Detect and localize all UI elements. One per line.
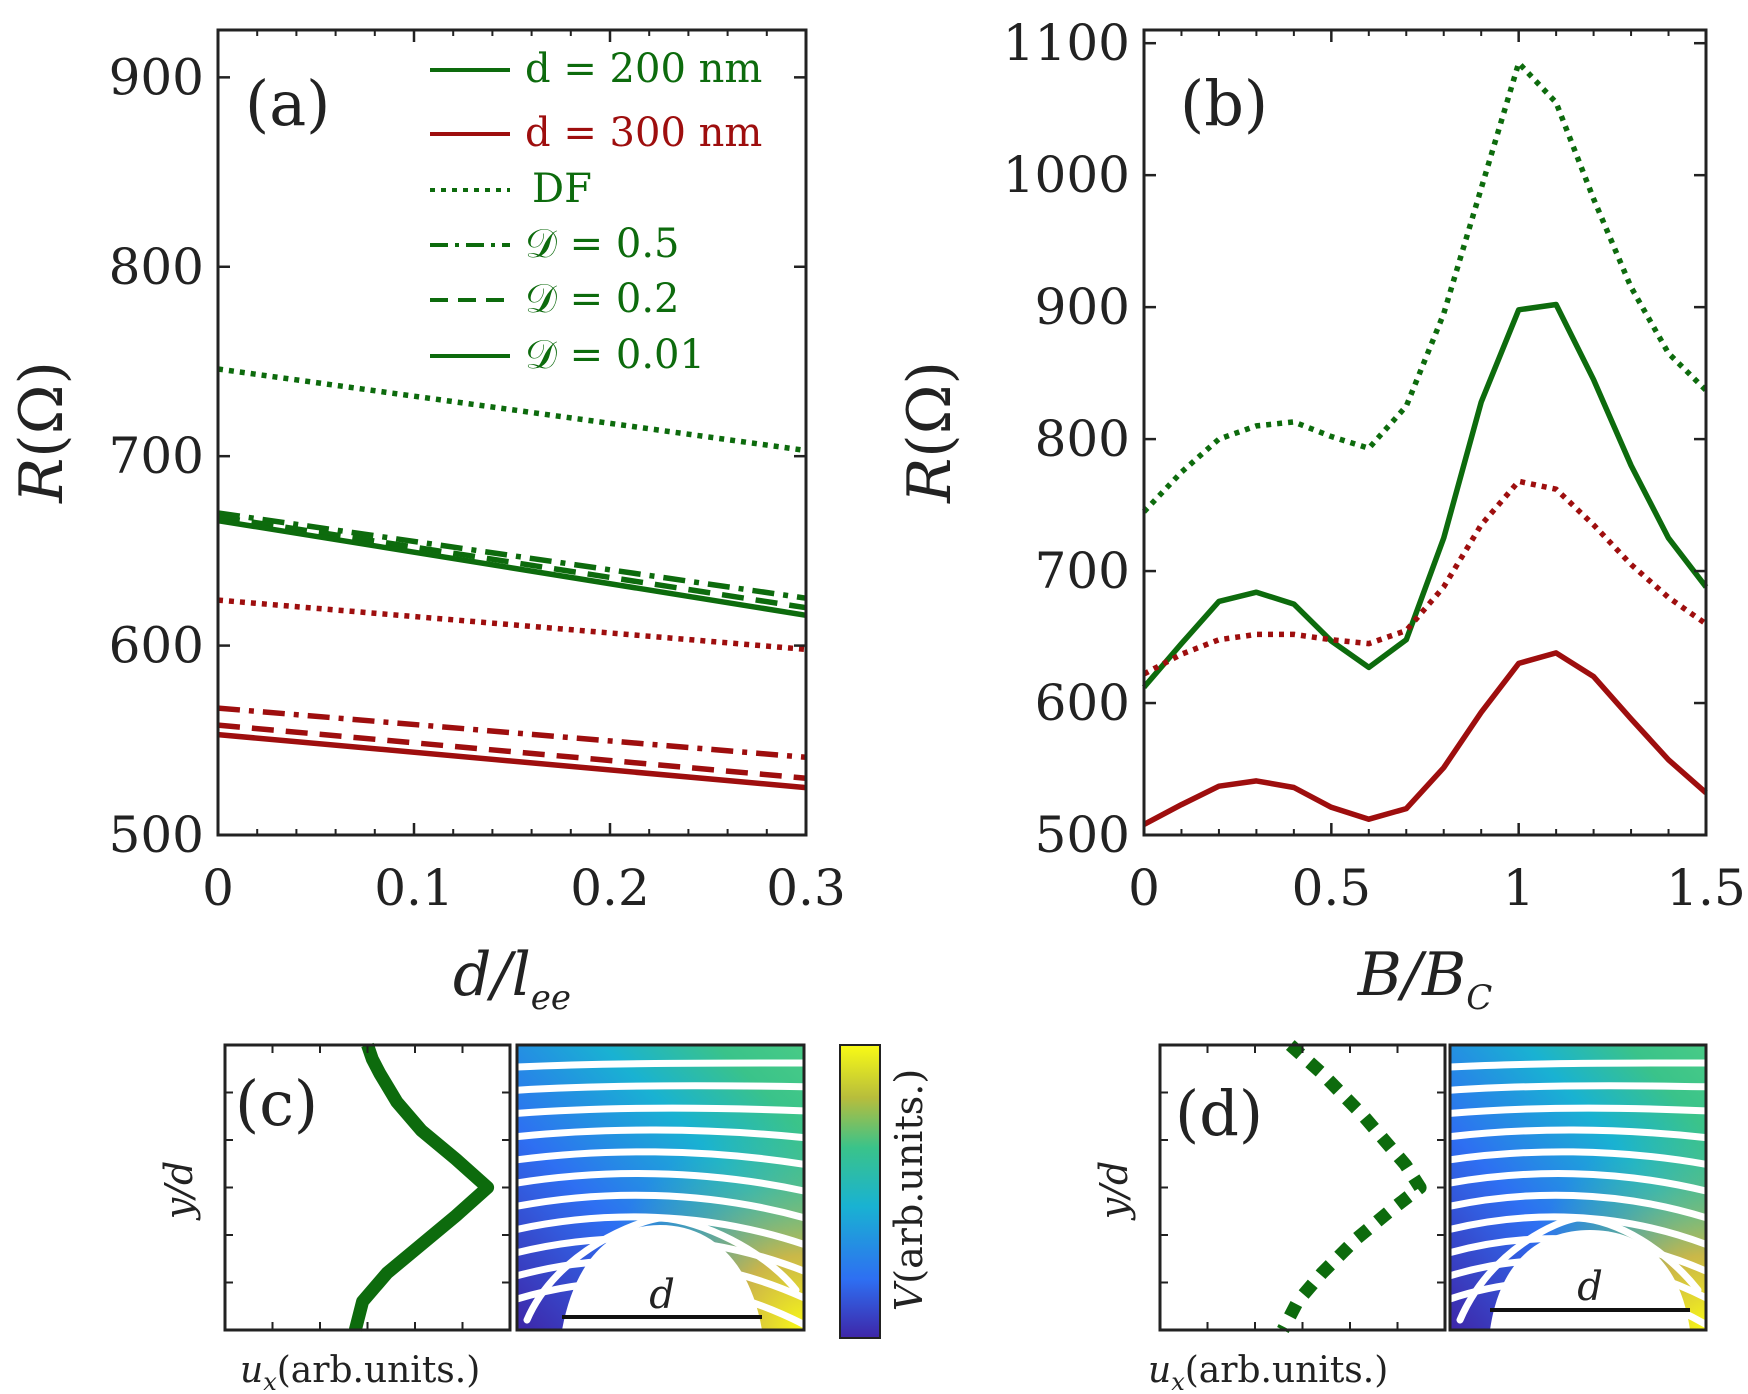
panel-a-series-6	[217, 722, 807, 781]
panel-a-tick-labels: 0 0.1 0.2 0.3 500 600 700 800 900	[109, 48, 846, 917]
panel-b-series-0	[1142, 60, 1708, 514]
panel-b-xlabel: B/BC	[1357, 940, 1492, 1018]
panel-a-xtick-label: 0.1	[374, 859, 454, 917]
panel-d-ylabel: y/d	[1092, 1161, 1136, 1222]
panel-c-streamline-obstacle	[523, 1214, 800, 1324]
panel-b-ytick-label: 900	[1035, 278, 1130, 336]
panel-b-ytick-label: 800	[1035, 410, 1130, 468]
panel-c-xlabel: ux(arb.units.)	[240, 1350, 480, 1394]
panel-b-xtick-label: 0.5	[1292, 859, 1372, 917]
panel-a-series-2	[217, 514, 807, 611]
panel-a-ytick-label: 600	[109, 617, 204, 675]
panel-d-profile-line	[1277, 1040, 1427, 1333]
legend-label-d200: d = 200 nm	[525, 46, 762, 92]
panel-b-ytick-label: 500	[1035, 806, 1130, 864]
panel-d-streamline	[1446, 1191, 1710, 1222]
panel-a-frame	[216, 28, 808, 837]
panel-a: 0 0.1 0.2 0.3 500 600 700 800 900 (a) R(Ω) d/lee…	[7, 28, 846, 1018]
panel-a-xtick-label: 0.2	[570, 859, 650, 917]
panel-b-ytick-label: 1000	[1003, 146, 1130, 204]
panel-c-profile	[349, 1042, 495, 1332]
panel-c-label: (c)	[235, 1067, 318, 1140]
panel-c-scale-label: d	[649, 1272, 675, 1318]
panel-a-series	[217, 366, 807, 791]
panel-d-obstacle	[1490, 1230, 1690, 1330]
panel-c-streamline	[513, 1170, 808, 1195]
panel-b: 0 0.5 1 1.5 500 600 700 800 900 1000 1100 (b) R(Ω)…	[895, 14, 1746, 1018]
panel-d: (d) y/d ux(arb.units.) d	[1092, 1040, 1710, 1394]
panel-d-streamline	[1446, 1126, 1710, 1142]
legend-label-D05: 𝒟 = 0.5	[525, 221, 679, 267]
panel-a-series-3	[217, 517, 807, 619]
panel-d-profile-frame	[1158, 1043, 1447, 1332]
panel-d-label: (d)	[1175, 1077, 1263, 1150]
panel-a-ylabel: R(Ω)	[7, 361, 77, 504]
colorbar-label: V(arb.units.)	[887, 1069, 931, 1311]
panel-b-ytick-label: 1100	[1003, 14, 1130, 72]
panel-c-streamline	[513, 1104, 808, 1117]
panel-a-label: (a)	[245, 67, 330, 140]
panel-a-series-1	[217, 510, 807, 601]
legend: d = 200 nm d = 300 nm DF 𝒟 = 0.5 𝒟 = 0.2…	[430, 46, 762, 378]
panel-b-tick-labels: 0 0.5 1 1.5 500 600 700 800 900 1000 1100	[1003, 14, 1746, 917]
panel-a-xtick-label: 0	[202, 859, 234, 917]
panel-b-xtick-label: 1	[1503, 859, 1535, 917]
panel-b-series-1	[1141, 301, 1709, 689]
legend-label-D02: 𝒟 = 0.2	[525, 276, 679, 322]
panel-a-xtick-label: 0.3	[766, 859, 846, 917]
panel-d-streamline	[1446, 1170, 1710, 1195]
panel-a-ytick-label: 500	[109, 806, 204, 864]
legend-label-df: DF	[532, 166, 592, 212]
panel-a-ytick-label: 900	[109, 48, 204, 106]
panel-d-profile	[1277, 1040, 1427, 1333]
panel-a-series-7	[217, 731, 807, 791]
panel-b-series	[1141, 60, 1709, 827]
panel-a-ytick-label: 800	[109, 238, 204, 296]
panel-b-xtick-label: 0	[1128, 859, 1160, 917]
panel-a-series-4	[217, 597, 807, 653]
panel-b-ticks	[1142, 30, 1708, 837]
panel-d-scale-label: d	[1577, 1264, 1603, 1310]
panel-c: (c) y/d ux(arb.units.) d V(arb.units.)	[157, 1042, 931, 1394]
panel-b-ylabel: R(Ω)	[895, 361, 965, 504]
panel-a-ytick-label: 700	[109, 427, 204, 485]
panel-d-streamline	[1446, 1059, 1710, 1071]
panel-c-streamline	[513, 1148, 808, 1168]
panel-c-obstacle	[562, 1225, 762, 1330]
panel-b-label: (b)	[1180, 67, 1268, 140]
colorbar: V(arb.units.)	[839, 1044, 931, 1339]
panel-d-xlabel: ux(arb.units.)	[1148, 1350, 1388, 1394]
panel-d-streamline	[1446, 1148, 1710, 1168]
panel-c-streamline	[513, 1059, 808, 1071]
panel-d-potential-map: d	[1446, 1043, 1710, 1332]
panel-d-streamline	[1446, 1104, 1710, 1117]
panel-b-xtick-label: 1.5	[1666, 859, 1746, 917]
legend-label-D001: 𝒟 = 0.01	[525, 332, 705, 378]
panel-c-potential-map: d	[513, 1043, 808, 1332]
panel-c-streamline	[513, 1126, 808, 1142]
panel-d-streamline	[1446, 1082, 1710, 1094]
panel-c-profile-frame	[223, 1043, 512, 1332]
panel-b-ytick-label: 700	[1035, 542, 1130, 600]
panel-d-streamline-obstacle	[1456, 1214, 1702, 1324]
panel-a-xlabel: d/lee	[453, 940, 571, 1018]
legend-label-d300: d = 300 nm	[525, 110, 762, 156]
panel-b-series-3	[1142, 650, 1708, 827]
panel-c-profile-line	[349, 1042, 495, 1332]
panel-b-series-2	[1142, 478, 1708, 677]
panel-b-ytick-label: 600	[1035, 674, 1130, 732]
panel-a-series-0	[217, 366, 807, 454]
panel-b-frame	[1142, 28, 1708, 837]
panel-c-streamline	[513, 1191, 808, 1222]
panel-a-series-5	[217, 705, 807, 761]
panel-c-ylabel: y/d	[157, 1161, 201, 1222]
panel-c-streamline	[513, 1082, 808, 1094]
